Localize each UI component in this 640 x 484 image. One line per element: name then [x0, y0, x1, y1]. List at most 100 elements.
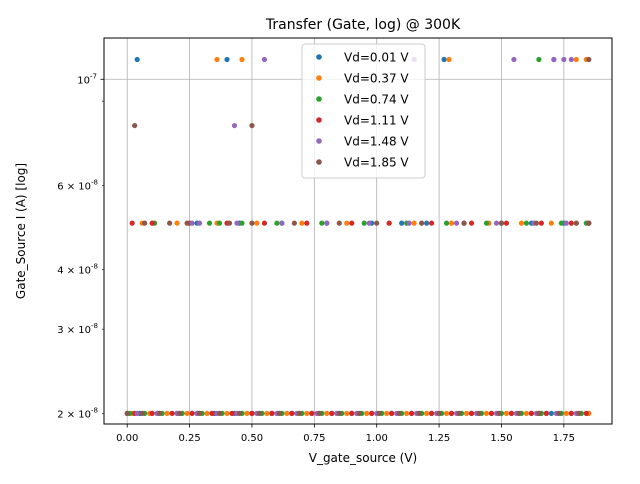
data-point	[324, 220, 330, 226]
data-point	[284, 410, 290, 416]
data-point	[196, 410, 203, 416]
data-point	[274, 220, 280, 226]
data-point	[249, 220, 255, 226]
data-point	[177, 410, 183, 416]
data-point	[329, 410, 335, 416]
data-point	[344, 410, 350, 416]
data-point	[229, 410, 235, 416]
legend-marker	[316, 75, 322, 81]
data-point	[249, 122, 255, 129]
data-point	[204, 410, 210, 416]
data-point	[309, 410, 315, 416]
x-tick-label: 1.75	[553, 433, 575, 444]
data-point	[523, 410, 530, 416]
data-point	[528, 410, 535, 416]
data-point	[349, 410, 355, 416]
data-point	[226, 220, 233, 226]
data-point	[349, 220, 355, 226]
data-point	[129, 220, 135, 226]
data-point	[496, 410, 502, 416]
x-tick-label: 1.00	[366, 433, 388, 444]
data-point	[448, 410, 455, 416]
data-point	[224, 56, 230, 63]
data-point	[289, 410, 295, 416]
data-point	[239, 56, 245, 63]
data-point	[446, 56, 452, 63]
data-point	[291, 220, 297, 226]
data-point	[548, 410, 554, 416]
legend-marker	[316, 159, 322, 165]
data-point	[216, 220, 223, 226]
data-point	[498, 220, 505, 226]
legend-marker	[316, 117, 322, 123]
series-6-points	[124, 56, 592, 416]
data-points	[124, 56, 592, 416]
data-point	[264, 410, 270, 416]
data-point	[404, 410, 410, 416]
data-point	[558, 220, 564, 226]
chart-title: Transfer (Gate, log) @ 300K	[265, 17, 461, 33]
x-tick-label: 1.25	[428, 433, 450, 444]
data-point	[563, 220, 569, 226]
legend-marker	[316, 138, 322, 144]
x-axis-label: V_gate_source (V)	[309, 451, 418, 465]
data-point	[583, 410, 589, 416]
y-tick-label: 6 × 10-8	[57, 178, 98, 192]
data-point	[443, 410, 450, 416]
y-tick-label: 2 × 10-8	[57, 406, 98, 420]
data-point	[576, 410, 582, 416]
data-point	[409, 410, 415, 416]
x-tick-label: 0.00	[116, 433, 138, 444]
data-point	[384, 410, 390, 416]
plot-frame	[103, 37, 613, 425]
data-point	[551, 56, 557, 63]
data-point	[533, 220, 539, 226]
data-point	[503, 220, 510, 226]
data-point	[453, 220, 460, 226]
data-point	[443, 220, 450, 226]
data-point	[406, 220, 412, 226]
data-point	[366, 220, 372, 226]
data-point	[361, 220, 367, 226]
data-point	[543, 410, 549, 416]
legend-marker	[316, 54, 322, 60]
data-point	[269, 410, 275, 416]
data-point	[483, 220, 490, 226]
data-point	[568, 56, 574, 63]
data-point	[573, 56, 579, 63]
x-tick-label: 1.50	[490, 433, 512, 444]
data-point	[134, 56, 140, 63]
data-point	[441, 56, 447, 63]
data-point	[586, 56, 592, 63]
data-point	[189, 220, 195, 226]
legend: Vd=0.01 V Vd=0.37 V Vd=0.74 V Vd=1.11 V Vd=1…	[301, 43, 426, 179]
data-point	[296, 410, 302, 416]
y-axis-label: Gate_Source I (A) [log]	[14, 163, 28, 299]
x-tick-label: 0.25	[178, 433, 200, 444]
data-point	[132, 122, 138, 129]
data-point	[167, 220, 173, 226]
data-point	[436, 410, 442, 416]
data-point	[411, 220, 417, 226]
data-point	[429, 220, 435, 226]
data-point	[573, 220, 579, 226]
data-point	[124, 410, 130, 416]
data-point	[261, 220, 268, 226]
data-point	[174, 220, 180, 226]
data-point	[196, 220, 203, 226]
data-point	[189, 410, 195, 416]
data-point	[356, 410, 362, 416]
legend-label: Vd=1.48 V	[344, 135, 409, 149]
data-point	[556, 410, 562, 416]
data-point	[399, 220, 405, 226]
data-point	[503, 410, 510, 416]
legend-label: Vd=0.37 V	[344, 72, 409, 86]
data-point	[476, 410, 482, 416]
data-point	[169, 410, 175, 416]
data-point	[304, 220, 310, 226]
legend-label: Vd=0.74 V	[344, 93, 409, 107]
x-tick-label: 0.75	[303, 433, 325, 444]
data-point	[424, 410, 430, 416]
data-point	[483, 410, 490, 416]
